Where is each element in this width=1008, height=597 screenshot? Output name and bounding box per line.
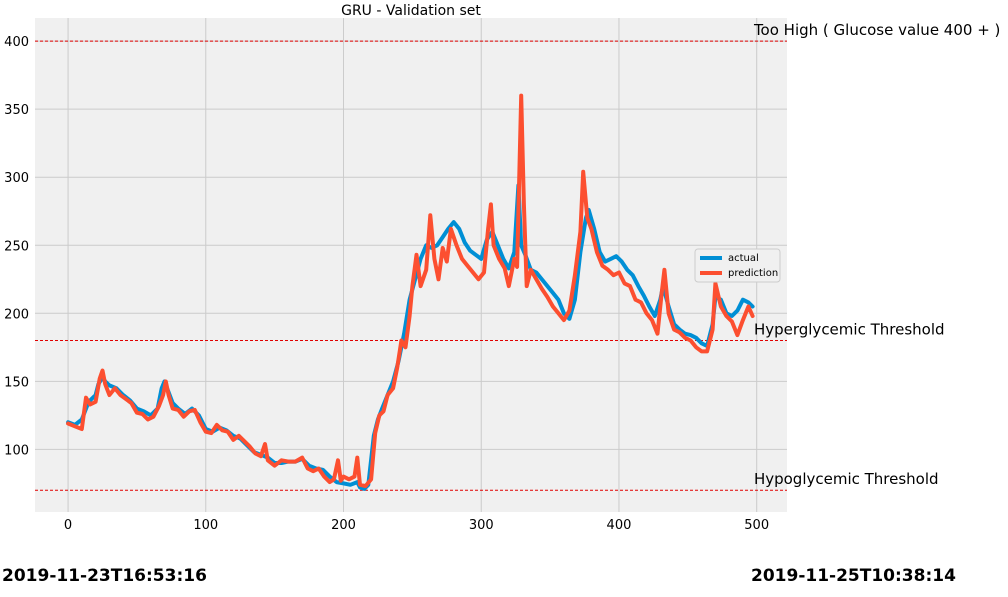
- start-timestamp: 2019-11-23T16:53:16: [2, 566, 207, 586]
- chart-title: GRU - Validation set: [341, 3, 481, 19]
- x-tick-label: 100: [193, 518, 218, 533]
- threshold-label: Too High ( Glucose value 400 + ): [753, 21, 1000, 39]
- plot-area: [35, 18, 787, 512]
- y-tick-label: 350: [4, 103, 29, 118]
- threshold-lines: Too High ( Glucose value 400 + ) Hypergly…: [35, 21, 1000, 491]
- y-axis-ticks: 100 150 200 250 300 350 400: [4, 35, 29, 458]
- y-tick-label: 400: [4, 35, 29, 50]
- x-axis-ticks: 0 100 200 300 400 500: [64, 518, 769, 533]
- y-tick-label: 100: [4, 443, 29, 458]
- threshold-label: Hyperglycemic Threshold: [754, 321, 945, 339]
- legend: actual prediction: [694, 248, 781, 283]
- x-tick-label: 0: [64, 518, 72, 533]
- x-tick-label: 500: [744, 518, 769, 533]
- x-tick-label: 200: [331, 518, 356, 533]
- x-tick-label: 300: [469, 518, 494, 533]
- y-tick-label: 250: [4, 239, 29, 254]
- x-tick-label: 400: [607, 518, 632, 533]
- series-lines: [66, 93, 755, 491]
- y-tick-label: 150: [4, 375, 29, 390]
- legend-label-actual: actual: [728, 253, 759, 264]
- threshold-label: Hypoglycemic Threshold: [754, 470, 939, 488]
- y-tick-label: 300: [4, 171, 29, 186]
- legend-label-prediction: prediction: [728, 268, 778, 279]
- series-line-prediction: [66, 93, 755, 489]
- end-timestamp: 2019-11-25T10:38:14: [751, 566, 956, 586]
- y-tick-label: 200: [4, 307, 29, 322]
